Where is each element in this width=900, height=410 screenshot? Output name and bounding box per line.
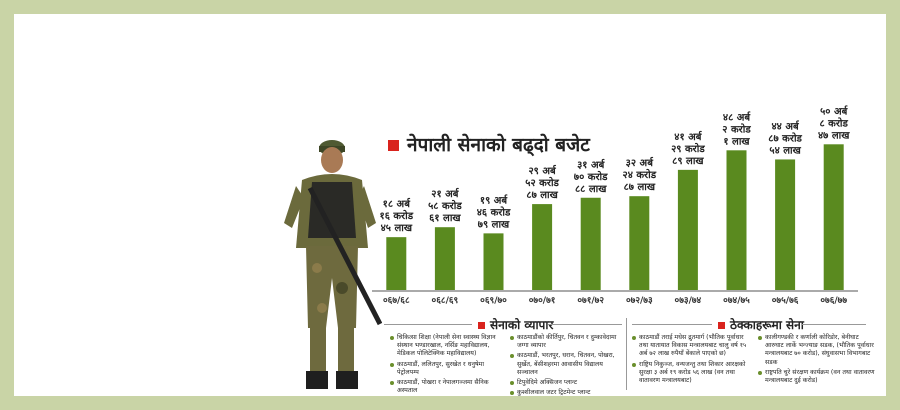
contracts-rule-left [632,324,712,325]
contracts-list-col2: कालीगण्डकी र कर्णाली कोरिडोर, बेनीघाट आर… [758,334,876,387]
x-tick-label-0: ०६७/६८ [383,296,410,306]
x-tick-label-9: ०७६/७७ [820,296,847,306]
contracts-title-text: ठेक्काहरूमा सेना [730,318,804,332]
bar-4 [580,197,601,290]
data-label-5-0: ३२ अर्ब [626,156,655,169]
data-label-5-1: २४ करोड [623,168,657,181]
list-item: राष्ट्रपति चुरे संरक्षण कार्यक्रम (वन तथ… [758,369,876,385]
section-divider [626,318,627,390]
list-item: काठमाडौं तराई मधेस द्रुतमार्ग (भौतिक पूर… [632,334,750,359]
business-rule-right [548,324,622,325]
data-label-2-2: ७९ लाख [478,219,510,230]
data-label-4-1: ७० करोड [574,170,608,183]
list-item: काठमाडौं, ललितपुर, सुरखेत र धनुषेमा पेट्… [390,361,505,377]
x-tick-label-3: ०७०/७१ [529,296,556,306]
soldier-illustration [284,140,382,389]
x-tick-label-2: ०६९/७० [480,296,507,306]
data-label-6-2: ८९ लाख [672,156,704,167]
data-label-1-2: ६१ लाख [429,213,461,224]
bar-0 [386,237,407,290]
business-title-text: सेनाको व्यापार [490,318,554,332]
business-rule-left [384,324,472,325]
data-label-4-2: ८८ लाख [575,184,607,195]
data-label-2-0: १९ अर्ब [480,193,509,206]
list-item: कालीगण्डकी र कर्णाली कोरिडोर, बेनीघाट आर… [758,334,876,367]
data-label-4-0: ३१ अर्ब [577,158,606,171]
data-label-3-1: ५२ करोड [525,176,559,189]
data-label-1-1: ५८ करोड [428,199,462,212]
data-label-8-2: ५४ लाख [769,145,801,156]
data-label-2-1: ४६ करोड [477,205,511,218]
x-tick-label-4: ०७१/७२ [577,296,604,306]
bar-3 [532,204,553,290]
data-label-3-0: २९ अर्ब [528,164,557,177]
data-label-0-0: १८ अर्ब [383,197,412,210]
data-label-0-1: १६ करोड [380,209,414,222]
chart-title-text: नेपाली सेनाको बढ्दो बजेट [407,134,590,156]
data-label-6-1: २९ करोड [671,142,705,155]
list-item: राष्ट्रिय निकुञ्ज, वन्यजन्तु तथा शिकार आ… [632,361,750,386]
contracts-marker-icon [718,322,725,329]
title-marker-icon [388,140,399,151]
x-tick-label-7: ०७४/७५ [723,296,750,306]
contracts-rule-right [802,324,866,325]
bar-7 [726,150,747,290]
x-tick-label-1: ०६८/६९ [432,296,459,306]
contracts-list-col1: काठमाडौं तराई मधेस द्रुतमार्ग (भौतिक पूर… [632,334,750,387]
data-label-7-2: १ लाख [723,136,750,147]
list-item: कुश्शीलवाल जटर ट्रिटमेन्ट प्लान्ट [510,389,620,397]
business-section-title: सेनाको व्यापार [478,316,553,333]
data-label-9-0: ५० अर्ब [820,104,849,117]
bar-6 [677,169,698,290]
list-item: काठमाडौं, भरतपुर, धरान, चितवन, पोखरा, सु… [510,352,620,377]
x-tick-label-6: ०७३/७४ [675,296,702,306]
data-label-9-2: ४७ लाख [818,130,850,141]
contracts-section-title: ठेक्काहरूमा सेना [718,316,804,333]
business-list-col2: काठमाडौंको कीर्तिपुर, चितवन र दुम्कावेदा… [510,334,620,399]
bar-1 [434,227,455,290]
bar-2 [483,233,504,290]
list-item: टिपुवेदिमे अक्सिजन प्लान्ट [510,379,620,387]
list-item: चिकित्सा शिक्षा (नेपाली सेना स्वास्थ्य व… [390,334,505,359]
bar-5 [629,196,650,290]
data-label-8-0: ४४ अर्ब [771,119,800,132]
bar-8 [775,159,796,290]
x-tick-label-8: ०७५/७६ [772,296,799,306]
data-label-3-2: ८७ लाख [526,190,558,201]
data-label-9-1: ८ करोड [819,116,848,129]
data-label-8-1: ८७ करोड [768,131,802,144]
list-item: काठमाडौं, पोखरा र नेपालगञ्जमा सैनिक अस्प… [390,379,505,395]
x-tick-label-5: ०७२/७३ [626,296,653,306]
business-list-col1: चिकित्सा शिक्षा (नेपाली सेना स्वास्थ्य व… [390,334,505,397]
data-label-7-0: ४८ अर्ब [723,110,752,123]
bar-9 [823,144,844,290]
chart-title: नेपाली सेनाको बढ्दो बजेट [388,131,590,157]
data-label-7-1: २ करोड [722,122,751,135]
list-item: काठमाडौंको कीर्तिपुर, चितवन र दुम्कावेदा… [510,334,620,350]
data-label-1-0: २१ अर्ब [431,187,460,200]
business-marker-icon [478,322,485,329]
data-label-6-0: ४१ अर्ब [674,130,703,143]
data-label-0-2: ४५ लाख [381,223,413,234]
data-label-5-2: ८७ लाख [624,182,656,193]
